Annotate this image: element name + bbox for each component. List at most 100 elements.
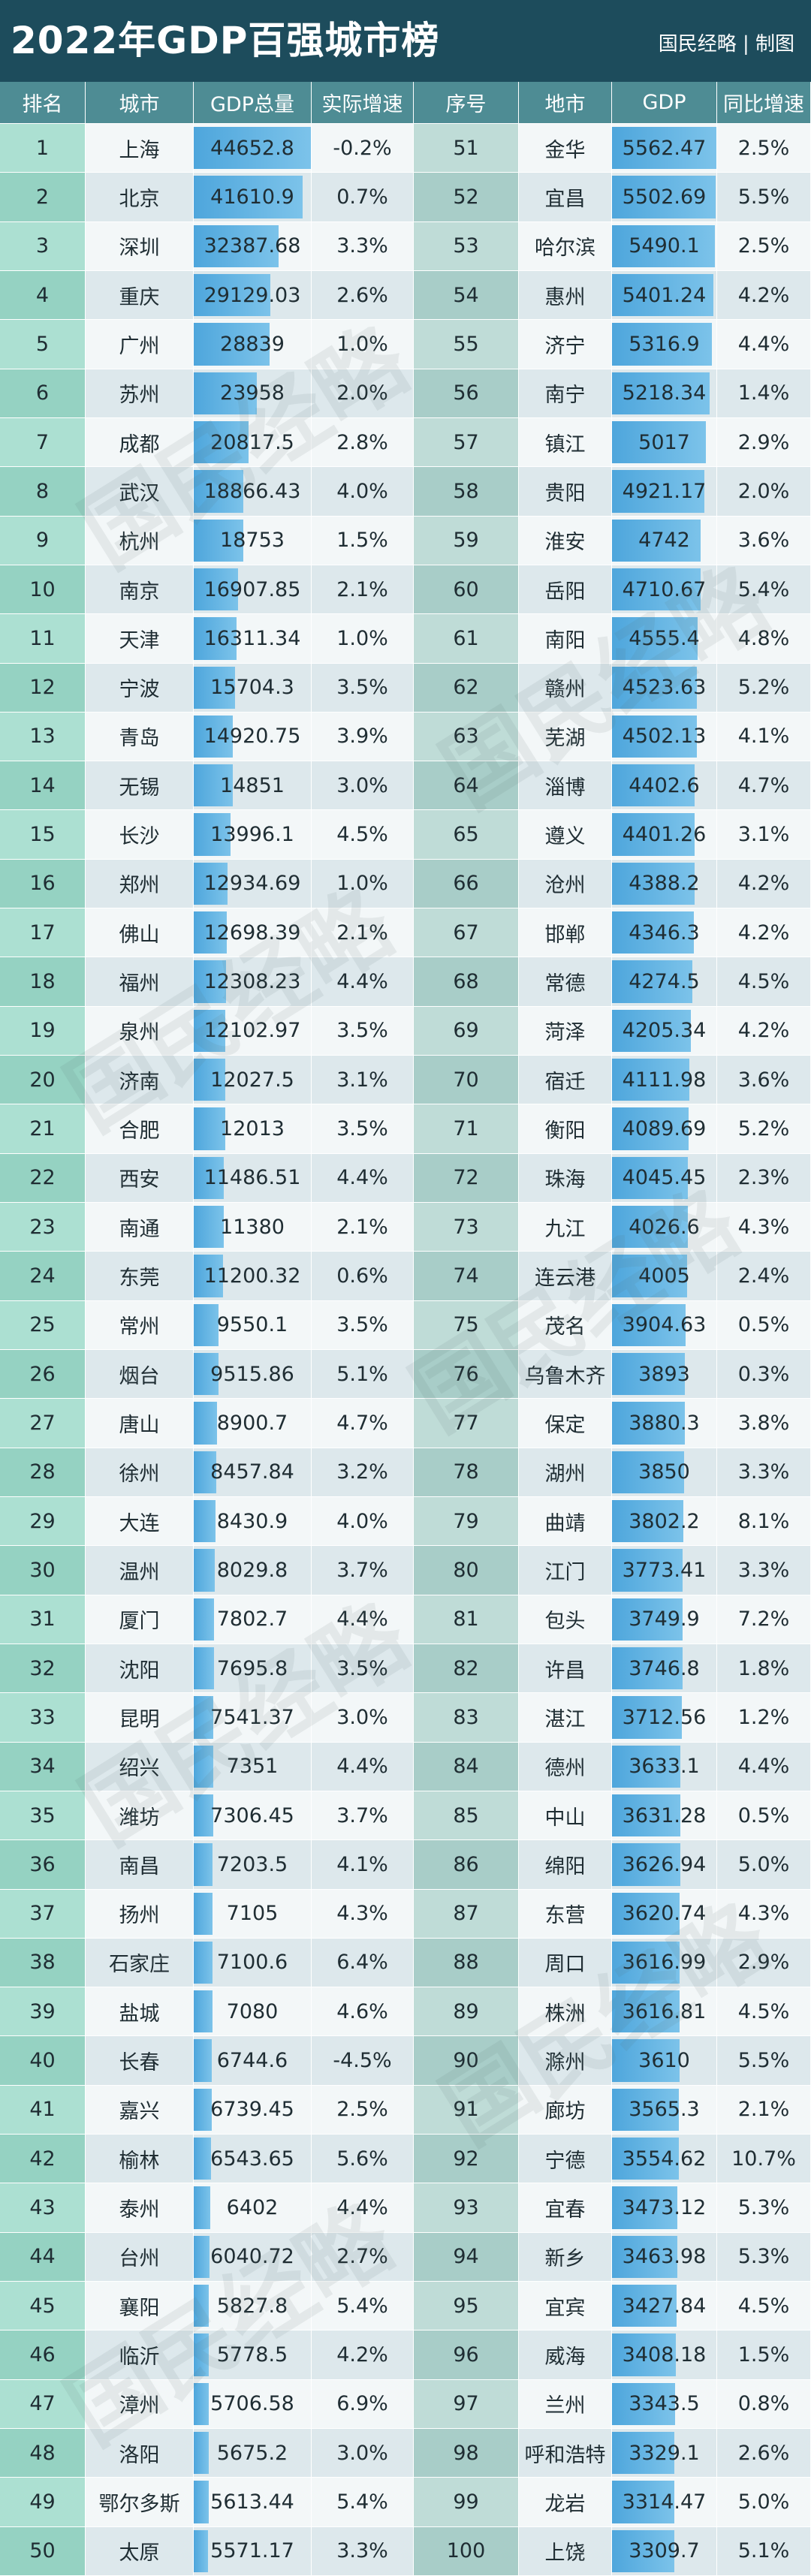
gdp-bar <box>612 2333 677 2376</box>
gdp-text: 5316.9 <box>629 332 700 356</box>
rank-text: 85 <box>453 1803 479 1827</box>
growth-cell: 4.2% <box>717 859 811 909</box>
city-cell: 石家庄 <box>86 1938 194 1988</box>
gdp-text: 4523.63 <box>622 676 707 700</box>
city-text: 南京 <box>119 580 160 604</box>
city-text: 东营 <box>544 1904 586 1928</box>
gdp-text: 5827.8 <box>216 2294 288 2318</box>
growth-text: 8.1% <box>737 1509 790 1533</box>
city-text: 包头 <box>544 1610 586 1634</box>
gdp-cell: 18866.43 <box>194 467 312 517</box>
rank-text: 48 <box>29 2441 56 2465</box>
gdp-text: 3850 <box>638 1460 690 1484</box>
gdp-bar <box>612 1990 680 2033</box>
rank-text: 36 <box>29 1852 56 1876</box>
city-text: 徐州 <box>119 1463 160 1487</box>
growth-text: 1.4% <box>737 381 790 405</box>
city-cell: 西安 <box>86 1153 194 1204</box>
city-text: 绵阳 <box>544 1854 586 1879</box>
gdp-text: 4111.98 <box>622 1068 707 1092</box>
city-text: 威海 <box>544 2346 586 2370</box>
growth-text: 4.4% <box>336 1166 388 1190</box>
rank-cell: 26 <box>0 1350 86 1399</box>
growth-cell: 3.7% <box>312 1546 414 1595</box>
gdp-bar <box>194 2382 209 2426</box>
city-text: 郑州 <box>119 874 160 898</box>
gdp-cell: 16311.34 <box>194 614 312 664</box>
city-cell: 济南 <box>86 1056 194 1105</box>
rank-cell: 9 <box>0 516 86 565</box>
rank-cell: 91 <box>414 2085 519 2135</box>
city-text: 佛山 <box>119 923 160 947</box>
growth-cell: 3.6% <box>717 1056 811 1105</box>
city-cell: 苏州 <box>86 369 194 418</box>
gdp-cell: 14851 <box>194 761 312 811</box>
city-text: 洛阳 <box>119 2443 160 2467</box>
rank-text: 45 <box>29 2294 56 2318</box>
gdp-bar <box>194 176 303 218</box>
city-cell: 曲靖 <box>519 1496 612 1547</box>
city-cell: 临沂 <box>86 2330 194 2380</box>
gdp-cell: 6402 <box>194 2183 312 2233</box>
city-cell: 上海 <box>86 124 194 173</box>
growth-cell: 0.7% <box>312 173 414 222</box>
gdp-cell: 5017 <box>612 417 717 468</box>
rank-cell: 6 <box>0 369 86 418</box>
gdp-bar <box>194 911 228 954</box>
city-cell: 哈尔滨 <box>519 221 612 271</box>
gdp-text: 3631.28 <box>622 1803 707 1827</box>
gdp-bar <box>612 1059 689 1101</box>
gdp-cell: 4742 <box>612 516 717 565</box>
gdp-cell: 11486.51 <box>194 1153 312 1204</box>
growth-cell: 3.9% <box>312 712 414 762</box>
gdp-bar <box>612 2039 680 2082</box>
gdp-cell: 20817.5 <box>194 417 312 468</box>
growth-cell: 3.5% <box>312 1644 414 1694</box>
gdp-bar <box>612 1598 683 1641</box>
growth-cell: 2.1% <box>717 2085 811 2135</box>
city-cell: 包头 <box>519 1595 612 1644</box>
gdp-bar <box>194 764 233 807</box>
city-text: 江门 <box>544 1560 586 1584</box>
city-cell: 北京 <box>86 173 194 222</box>
gdp-bar <box>612 2529 674 2572</box>
rank-cell: 33 <box>0 1693 86 1743</box>
gdp-cell: 4555.4 <box>612 614 717 664</box>
growth-cell: 4.8% <box>717 614 811 664</box>
rank-cell: 11 <box>0 614 86 664</box>
rank-text: 5 <box>35 332 50 356</box>
rank-text: 71 <box>453 1117 479 1141</box>
column-header: 城市 <box>86 82 194 124</box>
city-text: 兰州 <box>544 2394 586 2418</box>
city-text: 襄阳 <box>119 2296 160 2320</box>
growth-text: -0.2% <box>333 136 392 160</box>
growth-cell: 5.5% <box>717 2036 811 2086</box>
gdp-cell: 3309.7 <box>612 2526 717 2576</box>
city-cell: 芜湖 <box>519 712 612 762</box>
rank-cell: 67 <box>414 908 519 958</box>
gdp-text: 3749.9 <box>629 1607 700 1631</box>
gdp-cell: 12934.69 <box>194 859 312 909</box>
gdp-text: 9515.86 <box>210 1362 294 1386</box>
gdp-bar <box>194 2186 211 2229</box>
rank-text: 72 <box>453 1166 479 1190</box>
city-cell: 中山 <box>519 1791 612 1841</box>
city-cell: 徐州 <box>86 1448 194 1497</box>
rank-cell: 86 <box>414 1840 519 1890</box>
gdp-text: 6040.72 <box>210 2245 294 2269</box>
growth-cell: 3.0% <box>312 2429 414 2478</box>
gdp-text: 4742 <box>638 529 690 553</box>
city-cell: 深圳 <box>86 221 194 271</box>
gdp-text: 3633.1 <box>629 1755 700 1779</box>
gdp-cell: 4205.34 <box>612 1006 717 1056</box>
gdp-bar <box>612 1941 680 1984</box>
gdp-bar <box>194 862 228 905</box>
growth-cell: 1.0% <box>312 320 414 369</box>
city-cell: 常州 <box>86 1300 194 1350</box>
gdp-cell: 11380 <box>194 1203 312 1252</box>
growth-text: 3.3% <box>336 2539 388 2563</box>
gdp-text: 4089.69 <box>622 1117 707 1141</box>
growth-cell: 1.5% <box>717 2330 811 2380</box>
rank-cell: 40 <box>0 2036 86 2086</box>
